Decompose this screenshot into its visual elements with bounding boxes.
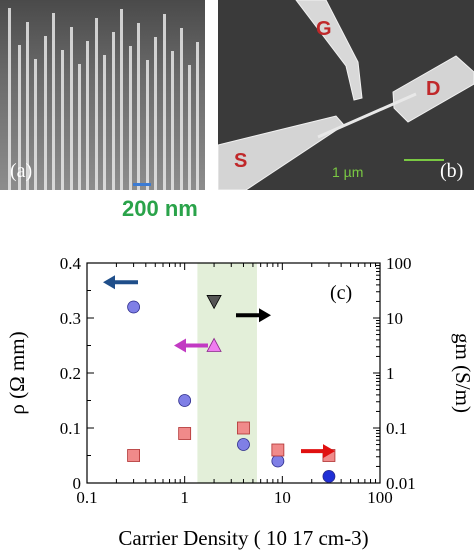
nanowire	[61, 50, 64, 190]
data-point-square	[127, 449, 140, 462]
sem-image-nanowires: (a)	[0, 0, 205, 190]
nanowire	[52, 13, 55, 190]
direction-arrows	[103, 275, 335, 459]
y-left-tick-label: 0.1	[60, 419, 81, 438]
y-left-tick-label: 0	[73, 474, 82, 493]
y-right-tick-label: 100	[386, 254, 412, 273]
data-point-square	[271, 443, 285, 457]
nanowire	[103, 55, 106, 190]
nanowire	[34, 59, 37, 190]
nanowire	[44, 36, 47, 190]
nanowire	[8, 8, 11, 190]
device-illustration	[218, 0, 474, 190]
nanowire	[129, 46, 132, 190]
arrow-head	[103, 275, 115, 290]
y-right-tick-label: 10	[386, 309, 403, 328]
scale-label-b: 1 µm	[332, 164, 364, 180]
data-point-circle	[178, 394, 192, 407]
panel-c-tag: (c)	[330, 282, 352, 304]
source-electrode	[218, 115, 345, 190]
y-axis-label-left: ρ (Ω mm)	[5, 331, 29, 414]
data-point-triangle-up	[206, 337, 222, 352]
y-left-tick-label: 0.4	[60, 254, 82, 273]
nanowire	[163, 14, 166, 190]
gate-electrode	[295, 0, 363, 101]
shaded-band	[197, 263, 257, 483]
nanowire	[154, 37, 157, 190]
y-left-tick-label: 0.2	[60, 364, 81, 383]
nanowire	[26, 22, 29, 190]
drain-label: D	[426, 78, 441, 100]
y-right-tick-label: 1	[386, 364, 395, 383]
nanowire	[171, 51, 174, 190]
data-point-circle	[237, 438, 250, 451]
y-left-tick-label: 0.3	[60, 309, 81, 328]
nanowire	[196, 42, 199, 190]
nanowire	[188, 65, 191, 190]
x-tick-label: 100	[367, 488, 393, 507]
data-marks	[127, 295, 336, 483]
panel-b-tag: (b)	[440, 160, 464, 182]
nanowire	[95, 18, 98, 190]
scale-bar-a	[133, 183, 151, 186]
nanowire	[180, 28, 183, 190]
nanowire	[70, 27, 73, 190]
drain-electrode	[392, 55, 474, 123]
data-point-circle	[127, 300, 140, 314]
source-label: S	[234, 150, 248, 172]
nanowire-array-illustration	[8, 8, 199, 190]
arrow-head	[259, 308, 271, 323]
nanowire-channel	[317, 92, 417, 139]
data-point-square	[178, 427, 192, 440]
scale-label-a: 200 nm	[122, 196, 198, 221]
y-right-tick-label: 0.1	[386, 419, 407, 438]
arrow-head	[174, 338, 186, 353]
x-axis-label: Carrier Density ( 10 17 cm-3)	[118, 526, 368, 550]
data-point-circle	[271, 454, 285, 468]
nanowire	[137, 23, 140, 190]
nanowire	[18, 45, 21, 190]
data-point-square	[237, 421, 250, 435]
nanowire	[78, 64, 81, 190]
nanowire	[86, 41, 89, 190]
arrow-head	[323, 444, 335, 459]
data-point-triangle-down	[206, 295, 222, 310]
nanowire	[146, 60, 149, 190]
nanowire	[112, 32, 115, 190]
y-right-tick-label: 0.01	[386, 474, 416, 493]
x-tick-label: 0.1	[76, 488, 97, 507]
x-tick-label: 1	[180, 488, 189, 507]
gate-label: G	[316, 18, 332, 40]
y-axis-label-right: gm (S/m)	[451, 333, 474, 413]
nanowire	[120, 9, 123, 190]
panel-a-tag: (a)	[10, 160, 33, 182]
x-tick-label: 10	[274, 488, 291, 507]
data-point-circle	[322, 469, 336, 483]
sem-image-device: G S D 1 µm (b)	[218, 0, 474, 190]
